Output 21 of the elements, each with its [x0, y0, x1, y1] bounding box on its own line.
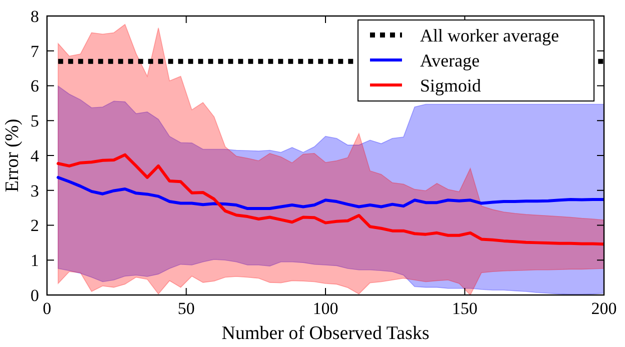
x-tick-label: 100 [312, 299, 338, 318]
y-tick-label: 7 [30, 42, 40, 61]
line-series [56, 153, 604, 246]
x-tick-label: 0 [42, 299, 52, 318]
y-tick-label: 0 [30, 286, 39, 305]
legend-label: Average [420, 50, 480, 70]
y-tick-label: 2 [30, 216, 39, 236]
x-axis-title: Number of Observed Tasks [222, 323, 430, 344]
y-tick-label: 6 [30, 76, 39, 96]
x-tick-label: 150 [452, 299, 478, 318]
legend-label: Sigmoid [420, 75, 482, 96]
x-tick-label: 50 [178, 299, 195, 318]
line-series [56, 176, 604, 210]
y-tick-label: 1 [30, 251, 39, 270]
y-tick-label: 3 [30, 181, 39, 200]
y-tick-label: 8 [30, 6, 39, 26]
y-tick-label: 5 [30, 112, 39, 131]
x-tick-label: 200 [591, 299, 617, 318]
y-tick-label: 4 [30, 146, 40, 166]
legend-label: All worker average [420, 25, 559, 46]
y-axis-title: Error (%) [2, 118, 23, 192]
